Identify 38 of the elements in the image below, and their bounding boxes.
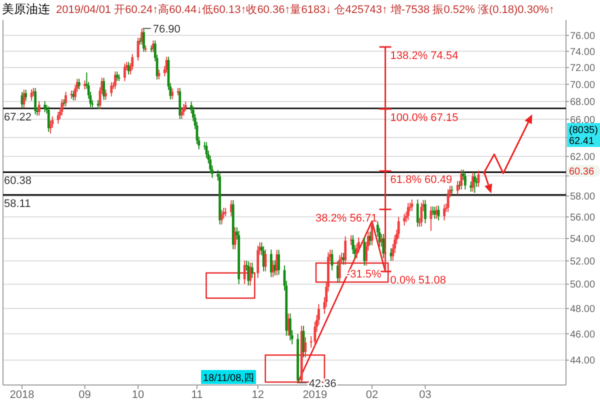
ref-line-label: 67.22 — [4, 111, 32, 124]
chart-title: 美原油连 — [2, 2, 50, 16]
y-tick-label: 70.00 — [570, 80, 596, 91]
annotation: 18/11/08,四 — [203, 373, 254, 384]
text: 60.36 — [569, 166, 594, 178]
y-tick-label: 54.00 — [570, 234, 596, 245]
x-tick-label: 02 — [366, 389, 378, 400]
x-tick-label: 12 — [252, 389, 264, 400]
y-tick-label: 44.00 — [570, 356, 596, 367]
y-tick-label: 66.00 — [570, 114, 596, 126]
data-label: 61.8% 60.49 — [390, 174, 452, 186]
y-tick-label: 52.00 — [570, 256, 596, 268]
y-tick-label: 76.00 — [570, 30, 596, 42]
x-tick-label: 2019 — [302, 389, 328, 400]
data-label: 100.0% 67.15 — [390, 112, 458, 124]
y-tick-label: 72.00 — [570, 63, 596, 74]
x-tick-label: 10 — [132, 389, 144, 400]
ref-line-label: 60.38 — [4, 175, 32, 188]
ref-line-label: 58.11 — [4, 198, 31, 210]
x-tick-label: 11 — [191, 389, 203, 400]
x-tick-label: 2018 — [10, 389, 34, 400]
y-tick-label: 58.00 — [570, 192, 596, 203]
x-tick-label: 09 — [78, 389, 91, 400]
y-tick-label: 62.00 — [570, 152, 596, 163]
data-label: 138.2% 74.54 — [390, 50, 458, 62]
chart-subtitle: 2019/04/01 开60.24↑高60.44↓低60.13↑收60.36↑量6183↓ 仓425743↑ 增-7538 振0.52% 涨(0.18)0.30%↑ — [56, 3, 554, 16]
y-tick-label: 46.00 — [570, 329, 596, 340]
y-tick-label: 50.00 — [570, 280, 596, 291]
x-tick-label: 03 — [419, 389, 432, 400]
y-tick-label: 48.00 — [570, 304, 596, 315]
annotation: 76.90 — [152, 23, 180, 36]
y-tick-label: 56.00 — [570, 212, 596, 224]
data-label: 0.0% 51.08 — [390, 274, 446, 287]
text: (8035) 62.41 — [569, 125, 598, 147]
y-tick-label: 74.00 — [570, 46, 596, 58]
data-label: 38.2% 56.71 — [316, 212, 378, 224]
y-tick-label: 68.00 — [570, 97, 596, 108]
annotation: 42.36 — [308, 378, 336, 390]
